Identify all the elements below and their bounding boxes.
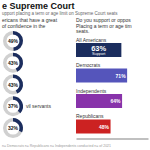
donut: 43% xyxy=(3,75,23,95)
category-label: Republicans xyxy=(76,113,104,119)
data-label: 64% xyxy=(111,98,122,104)
left-header: of confidence in the xyxy=(2,23,46,29)
data-label: 37% xyxy=(8,103,19,109)
data-label: 71% xyxy=(116,73,127,79)
bar xyxy=(76,120,111,134)
chart: e Supreme Courtupport placing a term or … xyxy=(0,0,150,150)
data-label: 43% xyxy=(8,60,19,66)
donut-track xyxy=(3,75,23,95)
donut-track xyxy=(3,53,23,73)
category-label: Democrats xyxy=(76,62,101,68)
x-axis xyxy=(77,139,149,140)
donut: 32% xyxy=(3,118,23,138)
category-label: Independents xyxy=(76,88,107,94)
bar xyxy=(76,94,122,108)
donut: 37% xyxy=(3,96,23,116)
bar-texts: All Americans63%SupportDemocrats71%Indep… xyxy=(76,37,126,130)
donut-track xyxy=(3,96,23,116)
data-label: 32% xyxy=(8,125,19,131)
footer: n= Democrats n= Republicans n= Independe… xyxy=(2,144,111,148)
subtitle: upport placing a term or age limit on Su… xyxy=(2,11,118,16)
donut: 49% xyxy=(3,31,23,51)
data-label: 48% xyxy=(99,124,110,130)
donut: 43% xyxy=(3,53,23,73)
data-label: 49% xyxy=(8,38,19,44)
bar xyxy=(76,69,127,83)
bar-annotation: Support xyxy=(92,52,106,56)
donuts: 49% 43% 43% 37% 32% xyxy=(3,31,23,138)
data-label: 43% xyxy=(8,82,19,88)
category-label: All Americans xyxy=(76,37,107,43)
bars xyxy=(76,43,127,134)
right-header: seats. xyxy=(76,28,89,34)
title: e Supreme Court xyxy=(2,1,75,11)
axis-domain xyxy=(77,139,149,140)
donut-track xyxy=(3,31,23,51)
bar xyxy=(76,43,121,57)
donut-track xyxy=(3,118,23,138)
category-label: vil servants xyxy=(26,103,52,109)
